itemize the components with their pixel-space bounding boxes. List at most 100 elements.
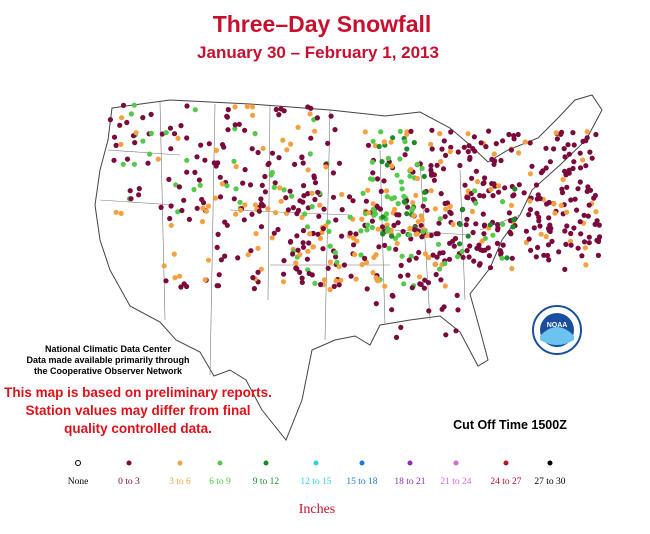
station-dot — [583, 262, 589, 268]
station-dot — [419, 217, 425, 223]
station-dot — [394, 172, 400, 178]
station-dot — [300, 228, 307, 234]
station-dot — [315, 231, 321, 237]
station-dot — [460, 254, 466, 260]
station-dot — [336, 282, 342, 288]
station-dot — [369, 224, 375, 231]
station-dot — [426, 308, 432, 314]
station-dot — [284, 147, 290, 153]
cutoff-time: Cut Off Time 1500Z — [453, 418, 567, 432]
station-dot — [465, 131, 471, 137]
noaa-logo: NOAA — [532, 305, 582, 355]
station-dot — [249, 146, 255, 152]
station-dot — [332, 127, 338, 133]
station-dot — [281, 258, 287, 264]
station-dot — [232, 126, 238, 132]
station-dot — [572, 196, 578, 202]
legend-swatch — [217, 460, 223, 466]
station-dot — [457, 241, 463, 247]
station-dot — [256, 208, 262, 214]
station-dot — [461, 144, 467, 150]
legend-label: 27 to 30 — [534, 477, 565, 487]
station-dot — [309, 204, 315, 210]
station-dot — [551, 146, 557, 152]
station-dot — [577, 219, 583, 225]
station-dot — [205, 203, 211, 209]
station-dot — [389, 163, 395, 169]
station-dot — [564, 184, 570, 190]
station-dot — [577, 150, 583, 156]
station-dot — [202, 277, 208, 283]
station-dot — [381, 178, 387, 184]
station-dot — [559, 129, 565, 135]
station-dot — [336, 264, 342, 270]
station-dot — [273, 106, 279, 113]
station-dot — [120, 161, 126, 167]
station-dot — [380, 231, 386, 237]
station-dot — [500, 221, 506, 227]
station-dot — [304, 256, 310, 262]
station-dot — [360, 190, 366, 196]
station-dot — [448, 129, 454, 135]
station-dot — [562, 228, 568, 234]
station-dot — [412, 227, 418, 233]
station-dot — [584, 129, 590, 135]
station-dot — [237, 199, 243, 205]
station-dot — [238, 207, 244, 213]
station-dot — [390, 293, 396, 299]
station-dot — [562, 266, 568, 272]
station-dot — [184, 169, 190, 175]
station-dot — [409, 285, 415, 291]
station-dot — [178, 123, 184, 129]
station-dot — [451, 243, 457, 249]
station-dot — [364, 259, 370, 265]
station-dot — [473, 168, 479, 174]
station-dot — [248, 248, 254, 254]
station-dot — [247, 182, 254, 188]
station-dot — [411, 140, 417, 146]
station-dot — [425, 280, 432, 286]
station-dot — [415, 219, 421, 225]
station-dot — [113, 142, 119, 148]
station-dot — [405, 204, 411, 210]
station-dot — [444, 200, 451, 206]
station-dot — [300, 240, 306, 246]
station-dot — [205, 257, 212, 263]
station-dot — [554, 136, 561, 142]
station-dot — [540, 168, 546, 174]
station-dot — [401, 199, 407, 205]
station-dot — [546, 257, 552, 263]
station-dot — [439, 306, 445, 312]
station-dot — [111, 157, 117, 163]
legend-label: 9 to 12 — [253, 477, 280, 487]
station-dot — [471, 258, 477, 264]
station-dot — [583, 138, 589, 144]
station-dot — [201, 200, 207, 206]
station-dot — [463, 222, 469, 228]
station-dot — [222, 253, 228, 259]
station-dot — [506, 210, 512, 216]
station-dot — [556, 249, 562, 255]
station-dot — [365, 187, 371, 193]
station-dot — [272, 180, 278, 186]
station-dot — [222, 219, 228, 225]
station-dot — [145, 160, 151, 166]
station-dot — [184, 135, 190, 141]
station-dot — [302, 211, 308, 217]
station-dot — [339, 233, 345, 239]
station-dot — [547, 222, 553, 228]
station-dot — [478, 247, 484, 253]
station-dot — [377, 206, 383, 212]
station-dot — [317, 202, 323, 208]
legend-swatch — [503, 460, 509, 466]
station-dot — [371, 254, 377, 260]
station-dot — [374, 203, 380, 209]
station-dot — [442, 260, 448, 267]
station-dot — [192, 169, 198, 175]
station-dot — [376, 244, 382, 250]
station-dot — [485, 245, 491, 251]
station-dot — [294, 266, 300, 272]
station-dot — [113, 209, 119, 215]
station-dot — [119, 115, 125, 121]
